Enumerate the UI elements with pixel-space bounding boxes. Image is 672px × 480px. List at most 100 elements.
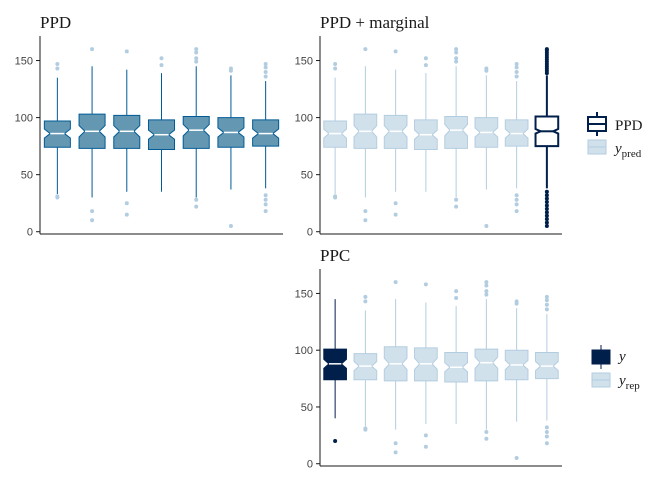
panel-ppc: 0 50 100 150 bbox=[295, 269, 562, 471]
outlier-point bbox=[544, 189, 549, 194]
box-light bbox=[504, 61, 529, 214]
outlier-point bbox=[454, 50, 459, 55]
outlier-point bbox=[544, 307, 549, 312]
legend-key-yrep bbox=[591, 372, 611, 388]
outlier-point bbox=[194, 47, 199, 52]
legend-ypred-symbol: y bbox=[613, 141, 622, 157]
legend-yrep-symbol: y bbox=[617, 373, 626, 389]
y-tick-label: 50 bbox=[301, 170, 313, 182]
outlier-point bbox=[454, 47, 459, 52]
outlier-point bbox=[90, 209, 95, 214]
outlier-point bbox=[393, 441, 398, 446]
legend-key-ppd bbox=[587, 112, 607, 136]
outlier-point bbox=[263, 202, 268, 207]
outlier-point bbox=[90, 218, 95, 223]
outlier-point bbox=[194, 204, 199, 209]
panel-ppd: 0 50 100 150 bbox=[15, 36, 283, 239]
outlier-point bbox=[423, 444, 428, 449]
outlier-point bbox=[393, 212, 398, 217]
outlier-point bbox=[363, 218, 368, 223]
outlier-point bbox=[55, 66, 60, 71]
outlier-point bbox=[423, 433, 428, 438]
box-light bbox=[323, 61, 347, 200]
outlier-point bbox=[363, 294, 368, 299]
outlier-point bbox=[544, 217, 549, 222]
outlier-point bbox=[544, 434, 549, 439]
box-ppd bbox=[113, 49, 141, 217]
outlier-point bbox=[263, 74, 268, 79]
outlier-point bbox=[514, 69, 519, 74]
outlier-point bbox=[544, 425, 549, 430]
outlier-point bbox=[194, 59, 199, 64]
outlier-point bbox=[514, 197, 519, 202]
outlier-point bbox=[263, 197, 268, 202]
outlier-point bbox=[90, 47, 95, 52]
legend-label-ypred: ypred bbox=[613, 141, 642, 160]
outlier-point bbox=[333, 66, 338, 71]
outlier-point bbox=[333, 195, 338, 200]
box-ppd bbox=[147, 56, 176, 192]
box-light bbox=[414, 282, 438, 449]
outlier-point bbox=[55, 61, 60, 66]
box-ppd bbox=[43, 61, 71, 200]
box-light bbox=[535, 294, 559, 446]
outlier-point bbox=[454, 204, 459, 209]
outlier-point bbox=[484, 280, 489, 285]
box-ppd bbox=[78, 47, 106, 223]
box-body bbox=[182, 115, 210, 149]
legend-ypred-subscript: pred bbox=[622, 148, 642, 160]
outlier-point bbox=[544, 441, 549, 446]
y-tick-label: 50 bbox=[301, 402, 313, 414]
outlier-point bbox=[514, 299, 519, 304]
outlier-point bbox=[55, 195, 60, 200]
legend-ppc: y yrep bbox=[591, 345, 640, 392]
outlier-point bbox=[363, 209, 368, 214]
outlier-point bbox=[514, 202, 519, 207]
outlier-point bbox=[544, 193, 549, 198]
outlier-point bbox=[393, 49, 398, 54]
outlier-point bbox=[194, 197, 199, 202]
outlier-point bbox=[544, 203, 549, 208]
outlier-point bbox=[333, 439, 338, 444]
outlier-point bbox=[484, 436, 489, 441]
outlier-point bbox=[194, 50, 199, 55]
outlier-point bbox=[514, 65, 519, 70]
outlier-point bbox=[124, 201, 129, 206]
legend-label-ppd: PPD bbox=[615, 118, 643, 134]
y-tick-label: 150 bbox=[295, 56, 313, 68]
outlier-point bbox=[228, 66, 233, 71]
outlier-point bbox=[544, 298, 549, 303]
outlier-point bbox=[263, 209, 268, 214]
y-tick-label: 50 bbox=[21, 170, 33, 182]
y-tick-label: 150 bbox=[295, 288, 313, 300]
box-marginal bbox=[534, 47, 560, 229]
outlier-point bbox=[124, 49, 129, 54]
legend-key-ypred bbox=[587, 139, 607, 155]
outlier-point bbox=[544, 294, 549, 299]
panel-title-ppd-marginal: PPD + marginal bbox=[320, 13, 430, 32]
outlier-point bbox=[544, 302, 549, 307]
legend-ppd-marginal: PPD ypred bbox=[587, 112, 643, 160]
outlier-point bbox=[544, 210, 549, 215]
box-light bbox=[383, 280, 408, 455]
outlier-point bbox=[363, 427, 368, 432]
box-body bbox=[474, 348, 499, 382]
outlier-point bbox=[393, 450, 398, 455]
outlier-point bbox=[423, 63, 428, 68]
panel-title-ppd: PPD bbox=[40, 13, 71, 32]
outlier-point bbox=[544, 206, 549, 211]
legend-label-y: y bbox=[617, 349, 626, 365]
outlier-point bbox=[228, 224, 233, 229]
outlier-point bbox=[363, 299, 368, 304]
outlier-point bbox=[544, 196, 549, 201]
outlier-point bbox=[484, 66, 489, 71]
box-ppd bbox=[217, 66, 245, 229]
outlier-point bbox=[263, 61, 268, 66]
outlier-point bbox=[423, 56, 428, 61]
box-light bbox=[474, 280, 499, 441]
legend-yrep-subscript: rep bbox=[626, 380, 641, 392]
y-tick-label: 0 bbox=[307, 227, 313, 239]
y-tick-label: 100 bbox=[15, 113, 33, 125]
legend-label-yrep: yrep bbox=[617, 373, 640, 392]
box-light bbox=[504, 299, 529, 461]
